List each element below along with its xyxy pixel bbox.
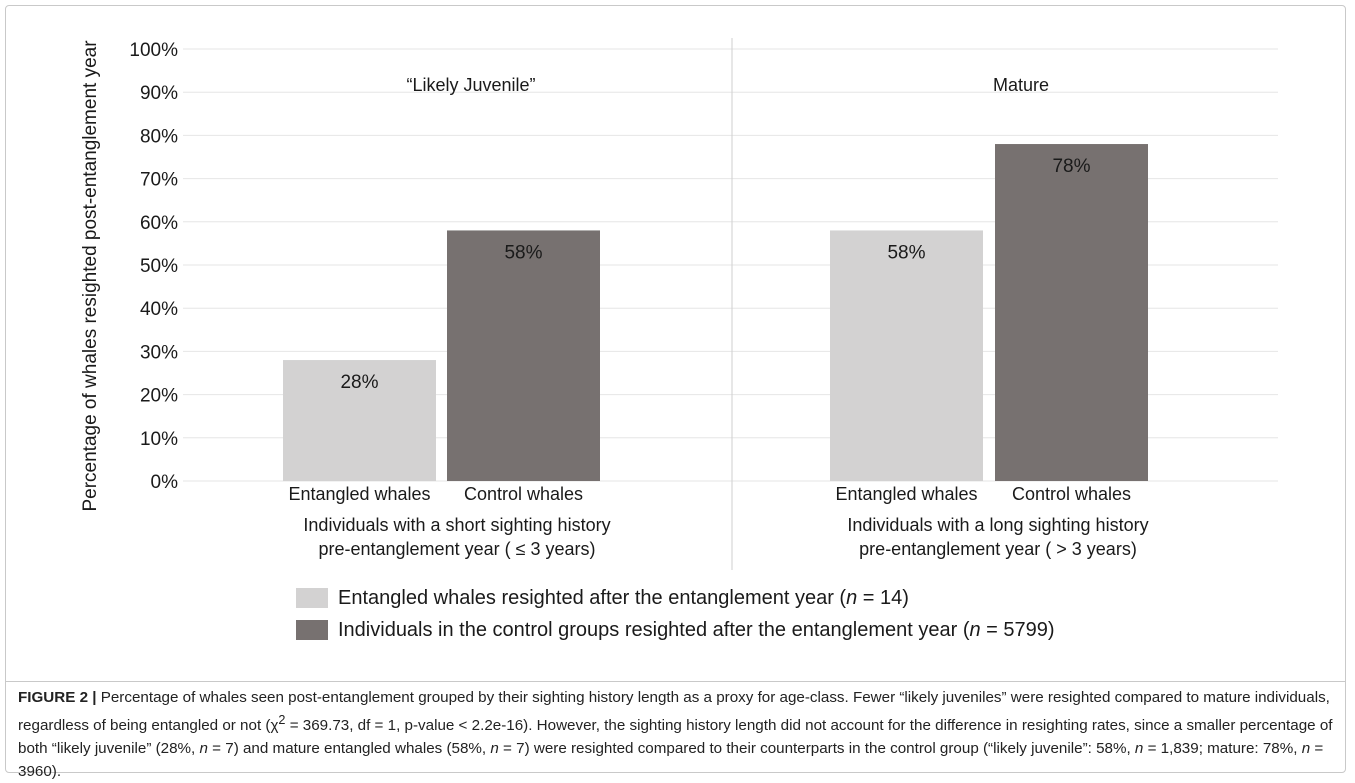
figure-frame: [5, 5, 1346, 773]
bar-value-label: 58%: [504, 242, 542, 263]
x-category-label: Control whales: [1012, 484, 1131, 504]
y-axis-ticks: 0% 10% 20% 30% 40% 50% 60% 70% 80% 90% 100%: [129, 40, 178, 493]
legend-label-entangled: Entangled whales resighted after the ent…: [338, 586, 909, 609]
legend-label-control: Individuals in the control groups resigh…: [338, 618, 1055, 641]
legend-swatch-entangled: [296, 588, 328, 608]
y-tick-label: 20%: [140, 386, 178, 407]
y-tick-label: 10%: [140, 429, 178, 450]
y-axis-label: Percentage of whales resighted post-enta…: [80, 40, 101, 512]
labels: “Likely Juvenile” 28% Entangled whales 58% C…: [288, 75, 1148, 559]
bar-entangled: [283, 360, 436, 481]
y-tick-label: 80%: [140, 126, 178, 147]
panel-title: “Likely Juvenile”: [406, 75, 535, 95]
legend-item-entangled: Entangled whales resighted after the ent…: [296, 586, 909, 610]
x-category-label: Entangled whales: [288, 484, 430, 504]
y-tick-label: 40%: [140, 299, 178, 320]
y-tick-label: 100%: [129, 40, 178, 61]
y-tick-label: 70%: [140, 170, 178, 191]
chart: 0% 10% 20% 30% 40% 50% 60% 70% 80% 90% 100% “Likel…: [80, 38, 1278, 570]
y-tick-label: 60%: [140, 213, 178, 234]
caption-label: FIGURE 2 |: [18, 689, 97, 706]
bar-value-label: 78%: [1052, 156, 1090, 177]
figure-caption: FIGURE 2 | Percentage of whales seen pos…: [18, 689, 1333, 781]
y-tick-label: 50%: [140, 256, 178, 277]
panel-title: Mature: [993, 75, 1049, 95]
bar-control: [447, 230, 600, 481]
caption-divider: [5, 681, 1346, 682]
bar-control: [995, 144, 1148, 482]
y-tick-label: 90%: [140, 83, 178, 104]
group-label: pre-entanglement year ( ≤ 3 years): [318, 539, 595, 559]
group-label: Individuals with a short sighting histor…: [303, 515, 610, 535]
bar-value-label: 28%: [340, 372, 378, 393]
bar-entangled: [830, 230, 983, 481]
y-tick-label: 30%: [140, 342, 178, 363]
group-label: pre-entanglement year ( > 3 years): [859, 539, 1137, 559]
legend-item-control: Individuals in the control groups resigh…: [296, 618, 1055, 642]
legend-swatch-control: [296, 620, 328, 640]
y-tick-label: 0%: [151, 472, 179, 493]
bar-value-label: 58%: [887, 242, 925, 263]
bars: [283, 144, 1148, 482]
group-label: Individuals with a long sighting history: [847, 515, 1148, 535]
x-category-label: Control whales: [464, 484, 583, 504]
x-category-label: Entangled whales: [835, 484, 977, 504]
